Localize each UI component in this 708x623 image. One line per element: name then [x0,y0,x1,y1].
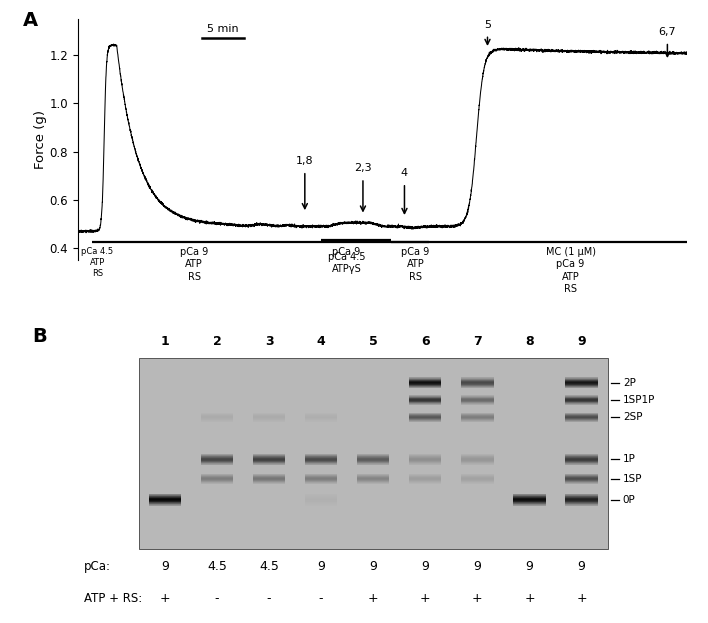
Text: B: B [33,327,47,346]
Text: 5 min: 5 min [207,24,239,34]
Text: 9: 9 [161,559,169,573]
Text: +: + [524,592,535,604]
Text: 0P: 0P [623,495,636,505]
Text: +: + [159,592,170,604]
Text: +: + [420,592,430,604]
Bar [139,358,607,549]
Text: 1,8: 1,8 [296,156,314,166]
Text: 4.5: 4.5 [259,559,279,573]
Text: +: + [472,592,483,604]
Text: MC (1 μM)
pCa 9
ATP
RS: MC (1 μM) pCa 9 ATP RS [546,247,595,294]
Text: 7: 7 [473,335,481,348]
Text: +: + [368,592,379,604]
Text: 4: 4 [401,168,408,178]
Text: 4.5: 4.5 [207,559,227,573]
Text: pCa 9
ATP
RS: pCa 9 ATP RS [401,247,430,282]
Text: 9: 9 [578,559,586,573]
Text: 2P: 2P [623,378,636,388]
Text: 9: 9 [370,559,377,573]
Text: pCa 9: pCa 9 [332,247,360,257]
Text: 4: 4 [316,335,326,348]
Text: 8: 8 [525,335,534,348]
Text: 1SP1P: 1SP1P [623,395,655,405]
Text: 9: 9 [421,559,429,573]
Text: 2: 2 [212,335,222,348]
Text: pCa 4.5
ATPγS: pCa 4.5 ATPγS [328,252,365,274]
Text: pCa:: pCa: [84,559,111,573]
Text: 9: 9 [474,559,481,573]
Text: 2,3: 2,3 [354,163,372,173]
Text: +: + [576,592,587,604]
Text: 9: 9 [577,335,586,348]
Text: 9: 9 [525,559,533,573]
Text: pCa 4.5
ATP
RS: pCa 4.5 ATP RS [81,247,113,278]
Text: 2SP: 2SP [623,412,642,422]
Text: 5: 5 [484,19,491,29]
Text: 5: 5 [369,335,377,348]
Text: -: - [319,592,324,604]
Text: -: - [267,592,271,604]
Text: 3: 3 [265,335,273,348]
Text: pCa 9
ATP
RS: pCa 9 ATP RS [180,247,208,282]
Text: -: - [215,592,219,604]
Text: ATP + RS:: ATP + RS: [84,592,142,604]
Text: A: A [23,11,38,31]
Text: 6,7: 6,7 [658,27,676,37]
Text: 1P: 1P [623,454,636,464]
Y-axis label: Force (g): Force (g) [33,110,47,169]
Text: 1: 1 [161,335,169,348]
Text: 6: 6 [421,335,430,348]
Text: 9: 9 [317,559,325,573]
Text: 1SP: 1SP [623,473,642,483]
